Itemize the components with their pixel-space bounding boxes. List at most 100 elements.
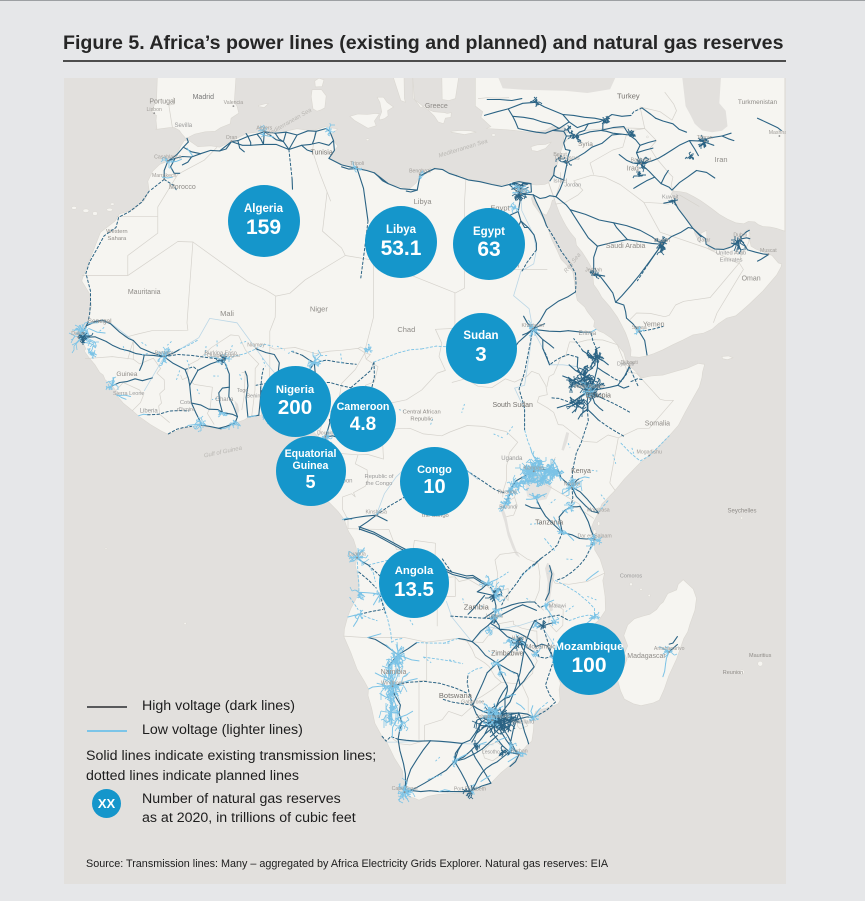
svg-text:Djibouti: Djibouti bbox=[617, 362, 634, 368]
svg-text:Benin: Benin bbox=[246, 394, 260, 400]
svg-text:the Congo: the Congo bbox=[366, 481, 393, 487]
svg-text:Emirates: Emirates bbox=[720, 258, 743, 264]
svg-text:Mali: Mali bbox=[220, 309, 234, 318]
svg-text:Burundi: Burundi bbox=[499, 505, 517, 511]
svg-text:South Sudan: South Sudan bbox=[492, 402, 533, 409]
svg-text:Morocco: Morocco bbox=[169, 184, 196, 191]
svg-text:Mauritius: Mauritius bbox=[749, 653, 772, 659]
svg-text:Cote: Cote bbox=[180, 400, 192, 406]
svg-text:Jeddah: Jeddah bbox=[585, 268, 602, 274]
svg-text:Iran: Iran bbox=[715, 155, 728, 164]
svg-text:Portugal: Portugal bbox=[149, 98, 176, 105]
svg-text:Algiers: Algiers bbox=[256, 125, 272, 131]
svg-text:Bamako: Bamako bbox=[155, 350, 174, 356]
svg-text:Damascus: Damascus bbox=[555, 156, 580, 162]
svg-text:Eritrea: Eritrea bbox=[578, 331, 596, 337]
svg-text:Lesotho: Lesotho bbox=[482, 749, 500, 755]
svg-text:Malawi: Malawi bbox=[549, 604, 566, 610]
svg-text:Jordan: Jordan bbox=[564, 182, 581, 188]
svg-text:Namibia: Namibia bbox=[381, 669, 407, 676]
svg-text:Zimbabwe: Zimbabwe bbox=[491, 650, 523, 657]
svg-text:Ghana: Ghana bbox=[215, 397, 234, 403]
svg-text:Cairo: Cairo bbox=[515, 188, 528, 194]
svg-text:Senegal: Senegal bbox=[88, 318, 112, 325]
svg-text:Lusaka: Lusaka bbox=[486, 613, 503, 619]
svg-text:Mombasa: Mombasa bbox=[587, 507, 610, 513]
svg-text:Yemen: Yemen bbox=[643, 322, 665, 329]
svg-text:Douala: Douala bbox=[317, 431, 334, 437]
svg-text:Kuwait: Kuwait bbox=[662, 195, 679, 201]
svg-text:Khartoum: Khartoum bbox=[522, 323, 545, 329]
svg-text:Sanaa: Sanaa bbox=[632, 325, 647, 331]
svg-text:Turkey: Turkey bbox=[617, 92, 640, 101]
svg-text:Gaborone: Gaborone bbox=[461, 700, 484, 706]
svg-text:Qatar: Qatar bbox=[697, 238, 710, 244]
svg-text:Botswana: Botswana bbox=[439, 691, 473, 700]
svg-text:Niamey: Niamey bbox=[247, 342, 265, 348]
svg-text:Addis Ababa: Addis Ababa bbox=[575, 384, 604, 390]
svg-text:Swaziland: Swaziland bbox=[511, 719, 534, 725]
svg-text:Luanda: Luanda bbox=[348, 552, 365, 558]
svg-text:Cape Town: Cape Town bbox=[392, 786, 418, 792]
svg-text:Mogadishu: Mogadishu bbox=[637, 449, 662, 455]
svg-text:Benghazi: Benghazi bbox=[409, 169, 431, 175]
svg-text:Republic: Republic bbox=[410, 416, 433, 422]
svg-text:Tanzania: Tanzania bbox=[535, 520, 563, 527]
svg-text:Djibouti: Djibouti bbox=[621, 360, 638, 366]
svg-text:Seychelles: Seychelles bbox=[727, 508, 756, 514]
svg-text:Western: Western bbox=[106, 229, 127, 235]
svg-text:Casablanca: Casablanca bbox=[154, 155, 182, 161]
svg-text:Beirut: Beirut bbox=[553, 152, 567, 158]
svg-text:Liberia: Liberia bbox=[140, 408, 159, 414]
svg-text:Central African: Central African bbox=[403, 409, 441, 415]
svg-text:Oman: Oman bbox=[742, 276, 761, 283]
svg-text:Tunisia: Tunisia bbox=[310, 150, 332, 157]
svg-text:Mauritania: Mauritania bbox=[128, 289, 161, 296]
svg-text:Windhoek: Windhoek bbox=[381, 680, 404, 686]
svg-text:Burkina Faso: Burkina Faso bbox=[204, 351, 236, 357]
svg-text:Madagascar: Madagascar bbox=[627, 653, 666, 660]
svg-text:Sevilla: Sevilla bbox=[174, 123, 192, 129]
svg-text:Togo: Togo bbox=[237, 388, 248, 394]
svg-text:Kampala: Kampala bbox=[523, 465, 544, 471]
svg-text:Muscat: Muscat bbox=[760, 248, 777, 254]
svg-text:Republic of: Republic of bbox=[364, 474, 393, 480]
svg-text:Valencia: Valencia bbox=[224, 100, 244, 106]
svg-text:Mozambique: Mozambique bbox=[526, 644, 564, 651]
svg-text:Johannesburg: Johannesburg bbox=[476, 714, 509, 720]
svg-text:Somalia: Somalia bbox=[645, 421, 670, 428]
svg-text:Libya: Libya bbox=[414, 197, 433, 206]
svg-text:Saudi Arabia: Saudi Arabia bbox=[606, 243, 646, 250]
svg-text:Nairobi: Nairobi bbox=[564, 482, 580, 488]
svg-text:Ethiopia: Ethiopia bbox=[586, 393, 611, 400]
svg-text:Lisbon: Lisbon bbox=[147, 107, 162, 113]
svg-text:Rwanda: Rwanda bbox=[498, 490, 517, 496]
svg-text:Harare: Harare bbox=[512, 636, 528, 642]
svg-text:Sierra Leone: Sierra Leone bbox=[113, 391, 145, 397]
svg-text:Uganda: Uganda bbox=[501, 456, 523, 462]
svg-text:Marrakech: Marrakech bbox=[152, 173, 177, 179]
svg-text:Reunion: Reunion bbox=[723, 670, 744, 676]
svg-text:Turkmenistan: Turkmenistan bbox=[738, 99, 778, 106]
svg-text:Antananarivo: Antananarivo bbox=[654, 646, 685, 652]
svg-text:Dar es Salaam: Dar es Salaam bbox=[577, 533, 611, 539]
svg-text:Baghdad: Baghdad bbox=[631, 158, 652, 164]
svg-text:Kenya: Kenya bbox=[571, 468, 591, 475]
svg-text:Syria: Syria bbox=[578, 141, 593, 148]
svg-text:Madrid: Madrid bbox=[193, 94, 215, 101]
svg-text:Dakar: Dakar bbox=[71, 331, 85, 337]
svg-text:Tehran: Tehran bbox=[697, 135, 713, 141]
svg-text:Dubai: Dubai bbox=[733, 233, 747, 239]
svg-text:Niger: Niger bbox=[310, 305, 328, 314]
svg-text:Durban: Durban bbox=[511, 749, 528, 755]
svg-text:Egypt: Egypt bbox=[490, 204, 510, 213]
svg-text:Sahara: Sahara bbox=[108, 236, 127, 242]
svg-text:Oran: Oran bbox=[226, 135, 238, 141]
svg-text:Kinshasa: Kinshasa bbox=[366, 510, 387, 516]
svg-text:Ouagadougou: Ouagadougou bbox=[207, 353, 240, 359]
svg-text:Israel: Israel bbox=[553, 179, 566, 185]
svg-text:Comoros: Comoros bbox=[620, 574, 643, 580]
svg-text:Port Elizabeth: Port Elizabeth bbox=[454, 787, 486, 793]
svg-text:the Congo: the Congo bbox=[422, 513, 449, 519]
svg-text:United Arab: United Arab bbox=[716, 251, 746, 257]
